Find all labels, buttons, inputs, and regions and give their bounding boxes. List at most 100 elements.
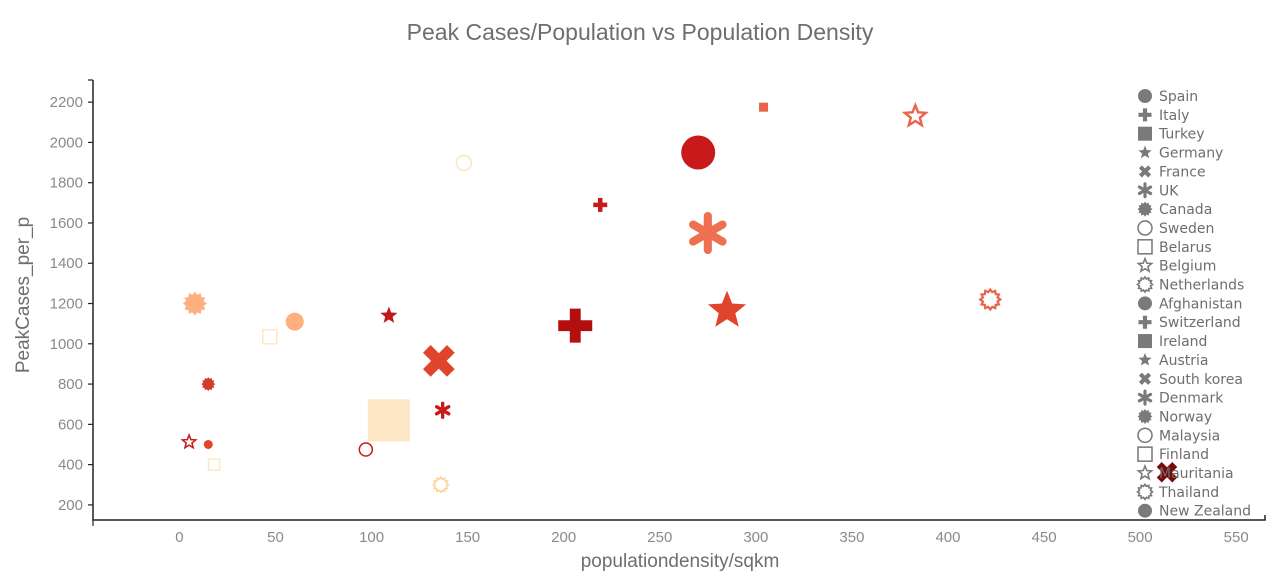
point-austria [708,290,747,327]
legend-label-canada: Canada [1159,202,1212,218]
legend-marker-thailand [1136,482,1154,501]
x-tick-label: 500 [1128,529,1153,546]
legend-label-belgium: Belgium [1159,259,1216,275]
legend-marker-germany [1138,145,1152,159]
point-new-zealand [203,439,213,449]
x-tick-label: 50 [267,529,284,546]
point-netherlands [978,287,1003,312]
point-sweden [455,154,473,172]
legend-marker-new-zealand [1138,503,1152,518]
point-norway [182,291,207,316]
point-turkey [759,102,769,112]
x-tick-label: 250 [647,529,672,546]
y-tick-label: 1000 [50,336,83,353]
legend-marker-switzerland [1138,315,1152,329]
legend-marker-belgium [1136,256,1154,274]
point-spain [681,135,716,170]
legend-label-italy: Italy [1159,108,1189,124]
chart-title: Peak Cases/Population vs Population Dens… [407,19,874,45]
legend-marker-france [1138,165,1152,178]
legend-marker-italy [1138,108,1152,122]
point-thailand [431,475,450,494]
x-tick-label: 200 [551,529,576,546]
legend-label-thailand: Thailand [1158,485,1219,501]
y-tick-label: 600 [58,416,83,433]
legend-marker-belarus [1137,239,1153,255]
legend-label-malaysia: Malaysia [1159,428,1220,444]
legend-marker-netherlands [1136,275,1154,294]
legend-marker-ireland [1138,334,1152,349]
legend-label-spain: Spain [1159,89,1198,105]
x-tick-label: 450 [1032,529,1057,546]
legend-label-sweden: Sweden [1159,221,1214,237]
x-tick-label: 0 [175,529,183,546]
legend-marker-mauritania [1136,463,1154,481]
y-tick-label: 1200 [50,296,83,313]
legend-marker-denmark [1137,389,1153,406]
x-tick-label: 100 [359,529,384,546]
y-tick-label: 200 [58,497,83,514]
legend-marker-canada [1137,201,1153,217]
y-tick-label: 800 [58,376,83,393]
point-denmark [689,211,727,255]
legend-label-mauritania: Mauritania [1159,466,1234,482]
legend-marker-uk [1137,182,1153,199]
legend-marker-sweden [1137,220,1153,236]
legend-label-austria: Austria [1159,353,1208,369]
legend-marker-turkey [1138,126,1152,141]
point-finland [207,458,221,471]
legend-label-denmark: Denmark [1159,391,1224,407]
point-malaysia [358,442,374,457]
y-tick-label: 2200 [50,94,83,111]
x-tick-label: 550 [1224,529,1249,546]
point-canada [201,377,216,392]
legend-label-norway: Norway [1159,409,1212,425]
y-axis-label: PeakCases_per_p [13,217,34,373]
y-tick-label: 1400 [50,255,83,272]
legend-label-afghanistan: Afghanistan [1159,296,1242,312]
legend-marker-spain [1138,89,1152,103]
point-italy [593,197,608,212]
point-switzerland [558,308,593,343]
legend-label-netherlands: Netherlands [1159,278,1244,294]
axes: 2004006008001000120014001600180020002200… [50,79,1266,546]
x-tick-label: 350 [839,529,864,546]
point-afghanistan [285,312,304,331]
point-ireland [367,399,410,442]
legend-label-germany: Germany [1159,146,1223,162]
point-south-korea [1156,462,1178,483]
legend-label-finland: Finland [1159,447,1209,463]
y-tick-label: 2000 [50,134,83,151]
point-belarus [261,328,278,345]
legend-marker-afghanistan [1138,296,1152,311]
legend-label-switzerland: Switzerland [1159,315,1241,331]
x-axis-label: populationdensity/sqkm [581,551,780,572]
point-france [422,345,455,377]
legend-label-belarus: Belarus [1159,240,1212,256]
legend-label-ireland: Ireland [1159,334,1207,350]
legend-marker-norway [1137,408,1153,424]
legend-marker-austria [1138,352,1152,366]
legend: Spain Italy Turkey Germany France UK Canada Swe… [1136,89,1251,520]
data-points [180,101,1178,494]
point-uk [434,401,451,419]
point-mauritania [180,432,198,450]
x-tick-label: 300 [743,529,768,546]
legend-label-uk: UK [1159,183,1179,199]
legend-marker-malaysia [1137,427,1153,444]
axis-lines [92,80,1266,521]
point-germany [380,306,398,323]
legend-marker-south-korea [1138,372,1152,385]
legend-label-new-zealand: New Zealand [1159,504,1251,520]
legend-marker-finland [1137,446,1153,462]
x-tick-label: 400 [935,529,960,546]
y-tick-label: 1600 [50,215,83,232]
y-tick-label: 1800 [50,175,83,192]
legend-label-france: France [1159,164,1206,180]
point-belgium [901,101,929,128]
legend-label-turkey: Turkey [1158,127,1205,143]
y-tick-label: 400 [58,457,83,474]
legend-label-south-korea: South korea [1159,372,1243,388]
x-tick-label: 150 [455,529,480,546]
